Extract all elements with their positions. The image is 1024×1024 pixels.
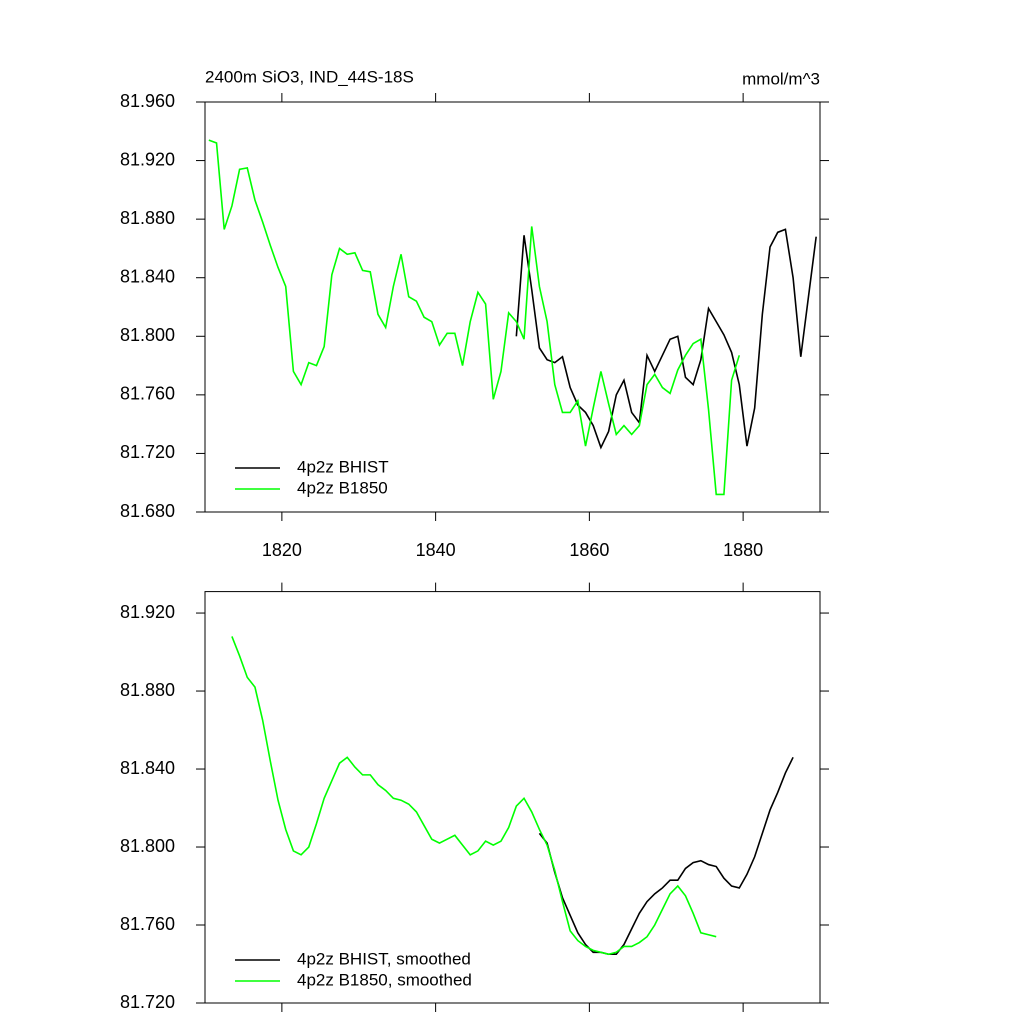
plot-frame: [204, 101, 821, 513]
y-tick-label: 81.800: [120, 325, 175, 345]
x-tick-label: 1880: [723, 540, 763, 560]
x-tick-label: 1840: [416, 540, 456, 560]
series-line: [208, 139, 741, 496]
series-line: [538, 756, 794, 956]
chart-title: 2400m SiO3, IND_44S-18S: [205, 67, 414, 86]
y-tick-label: 81.720: [120, 442, 175, 462]
plot-frame: [204, 591, 821, 1004]
y-tick-label: 81.680: [120, 501, 175, 521]
y-tick-label: 81.960: [120, 91, 175, 111]
legend-label: 4p2z B1850, smoothed: [297, 970, 472, 989]
units-label: mmol/m^3: [742, 69, 820, 88]
x-tick-label: 1860: [569, 540, 609, 560]
y-tick-label: 81.720: [120, 992, 175, 1012]
series-line: [231, 636, 717, 956]
y-tick-label: 81.760: [120, 914, 175, 934]
legend-label: 4p2z BHIST: [297, 457, 389, 476]
y-tick-label: 81.840: [120, 758, 175, 778]
y-tick-label: 81.880: [120, 208, 175, 228]
y-tick-label: 81.880: [120, 680, 175, 700]
y-tick-label: 81.800: [120, 836, 175, 856]
legend-label: 4p2z BHIST, smoothed: [297, 949, 471, 968]
y-tick-label: 81.760: [120, 384, 175, 404]
series-line: [515, 228, 817, 450]
legend-label: 4p2z B1850: [297, 478, 388, 497]
y-tick-label: 81.920: [120, 149, 175, 169]
y-tick-label: 81.840: [120, 266, 175, 286]
y-tick-label: 81.920: [120, 602, 175, 622]
x-tick-label: 1820: [262, 540, 302, 560]
